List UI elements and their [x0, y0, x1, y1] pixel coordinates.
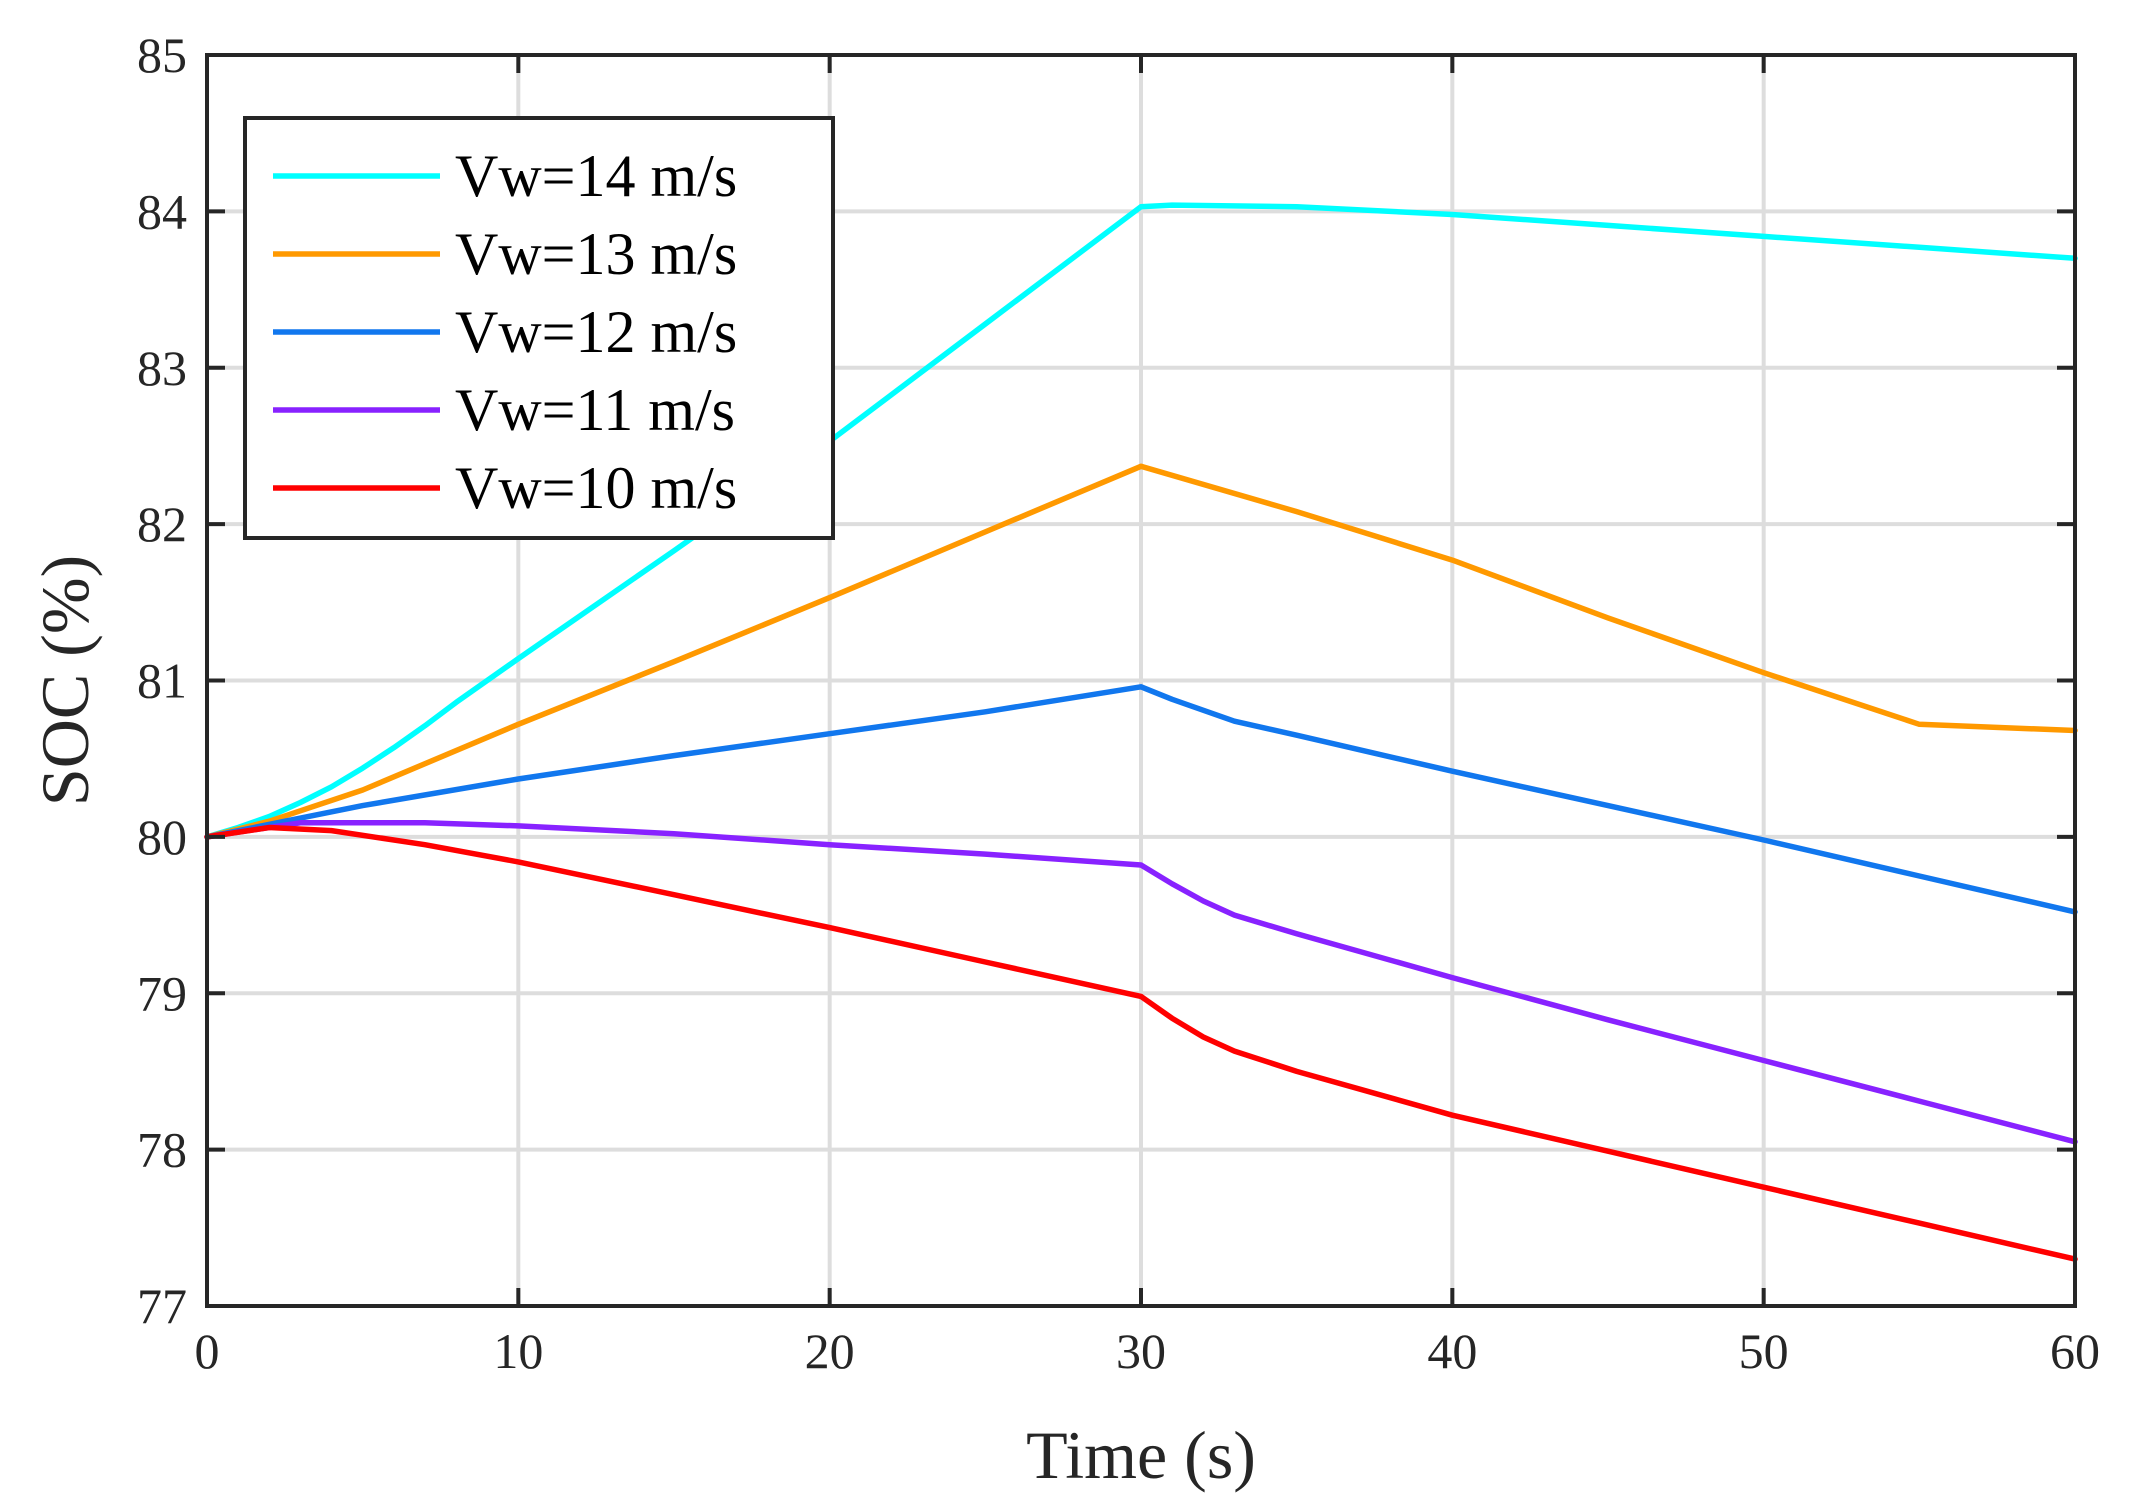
x-axis-title: Time (s) — [1026, 1417, 1256, 1493]
legend-label-5: Vw=10 m/s — [455, 455, 737, 521]
x-tick-label: 30 — [1116, 1323, 1166, 1379]
legend: Vw=14 m/s Vw=13 m/s Vw=12 m/s Vw=11 m/s Vw=1… — [243, 116, 835, 540]
series-line-5 — [204, 824, 2078, 1262]
y-tick-label: 84 — [137, 183, 187, 239]
y-tick-label: 85 — [137, 27, 187, 83]
y-tick-label: 79 — [137, 965, 187, 1021]
series-lines — [204, 202, 2078, 1262]
y-tick-label: 82 — [137, 496, 187, 552]
y-tick-label: 83 — [137, 340, 187, 396]
x-tick-label: 10 — [493, 1323, 543, 1379]
y-tick-label: 77 — [137, 1278, 187, 1334]
ticks — [205, 53, 2077, 1308]
x-tick-label: 0 — [195, 1323, 220, 1379]
legend-items: Vw=14 m/s Vw=13 m/s Vw=12 m/s Vw=11 m/s Vw=1… — [273, 143, 737, 521]
y-axis-title: SOC (%) — [27, 555, 103, 806]
legend-label-2: Vw=13 m/s — [455, 221, 737, 287]
y-tick-label: 80 — [137, 809, 187, 865]
x-tick-label: 40 — [1427, 1323, 1477, 1379]
x-tick-label: 50 — [1739, 1323, 1789, 1379]
series-line-3 — [204, 684, 2078, 915]
x-tick-label: 60 — [2050, 1323, 2100, 1379]
y-tick-label: 78 — [137, 1122, 187, 1178]
series-line-4 — [204, 820, 2078, 1145]
legend-label-1: Vw=14 m/s — [455, 143, 737, 209]
tick-labels: 0 10 20 30 40 50 60 77 78 79 80 81 82 83 84 85 — [137, 27, 2100, 1379]
x-tick-label: 20 — [805, 1323, 855, 1379]
y-tick-label: 81 — [137, 653, 187, 709]
series-line-1 — [204, 202, 2078, 840]
series-line-2 — [204, 463, 2078, 840]
grid — [207, 55, 2075, 1306]
legend-box — [243, 116, 835, 540]
legend-label-3: Vw=12 m/s — [455, 299, 737, 365]
legend-label-4: Vw=11 m/s — [455, 377, 735, 443]
